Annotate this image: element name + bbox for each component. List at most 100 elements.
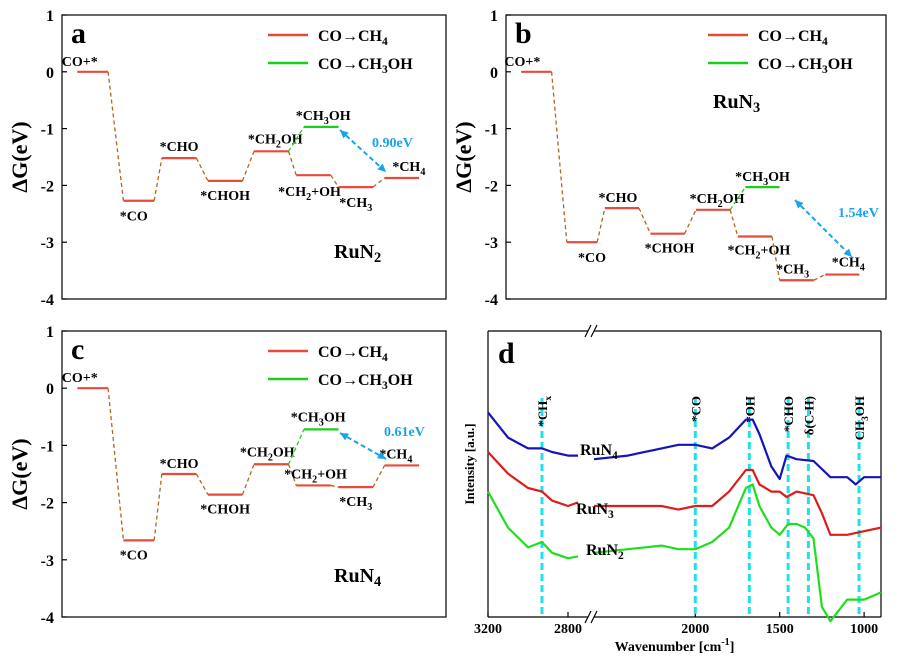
ch4-level-label: *CH2OH (248, 132, 303, 150)
series-label: RuN4 (580, 442, 618, 462)
y-tick-label: -3 (41, 553, 54, 570)
ch4-level-label: CO+* (62, 371, 98, 386)
arrow-head (377, 451, 386, 459)
ch4-connector (330, 484, 339, 488)
y-axis-label: ΔG(eV) (451, 121, 476, 192)
ch4-level-label: *CO (120, 548, 148, 563)
ch4-level-label: *CHOH (200, 189, 250, 204)
ch4-connector (287, 464, 297, 486)
peak-marker-label: CH3OH (852, 396, 871, 440)
legend-label-ch4: CO→CH4 (318, 344, 388, 364)
ch4-connector (107, 71, 125, 201)
energy-gap-label: 1.54eV (838, 206, 879, 221)
ch4-level-label: *CH3 (339, 495, 372, 513)
y-tick-label: -2 (485, 178, 498, 195)
ch4-connector (596, 207, 606, 243)
ch3oh-level-label: *CH3OH (291, 410, 346, 428)
y-axis-label: ΔG(eV) (7, 121, 32, 192)
y-axis-label: ΔG(eV) (7, 438, 32, 509)
peak-marker-label: *CO (688, 396, 703, 422)
ch4-connector (195, 157, 209, 182)
arrow-head (340, 130, 349, 139)
ch4-connector (330, 174, 340, 188)
catalyst-label: RuN3 (713, 91, 760, 116)
x-axis-label: Wavenumber [cm-1] (615, 637, 735, 655)
axis-break-mark (590, 610, 598, 624)
plot-frame (61, 14, 447, 300)
peak-marker-label: *CHO (781, 396, 796, 432)
ch4-level-label: *CO (120, 210, 148, 225)
ch4-level-label: *CO (578, 251, 606, 266)
series-label: RuN2 (586, 542, 624, 562)
ch4-level-label: *CH4 (379, 447, 412, 465)
arrow-head (377, 163, 386, 172)
ch4-connector (287, 151, 297, 176)
spectrum-line (487, 411, 881, 486)
panel-letter: d (498, 337, 515, 370)
panel-d: d 3200 2800 2000 1500 1000 Wavenumber [cm-1] In… (462, 324, 882, 655)
legend-label-ch4: CO→CH4 (758, 28, 828, 48)
ch4-level-label: *CHOH (645, 242, 695, 257)
ch3oh-connector (288, 126, 305, 152)
energy-gap-arrow (339, 432, 387, 460)
catalyst-label: RuN4 (334, 565, 381, 590)
ch4-connector (771, 236, 781, 281)
ch4-connector (241, 464, 255, 495)
peak-marker-label: *CHx (535, 396, 554, 427)
ch4-level-label: *CHO (160, 457, 199, 472)
ch4-level-label: *CHO (598, 191, 637, 206)
panel-c: 1 0 -1 -2 -3 -4 ΔG(eV) c CO→CH4 CO→CH3OH CO+* *CO *C… (7, 324, 447, 627)
y-tick-label: 1 (490, 8, 498, 25)
legend-label-ch4: CO→CH4 (318, 28, 388, 48)
ch4-connector (153, 473, 163, 541)
y-tick-label: -1 (41, 122, 54, 139)
y-axis-label: Intensity [a.u.] (462, 423, 477, 504)
panel-letter: a (71, 17, 86, 50)
ch3oh-connector (287, 429, 305, 465)
y-tick-label: -4 (41, 610, 54, 627)
y-tick-label: -3 (41, 235, 54, 252)
ch4-level-label: *CH2+OH (284, 467, 347, 485)
ch4-connector (372, 177, 385, 188)
y-tick-label: -2 (41, 496, 54, 513)
energy-gap-label: 0.90eV (372, 136, 413, 151)
x-tick-label: 3200 (474, 622, 502, 637)
y-tick-label: -4 (41, 292, 54, 309)
y-tick-label: -4 (485, 292, 498, 309)
y-tick-label: -1 (41, 438, 54, 455)
panel-letter: c (71, 333, 84, 366)
ch4-level-label: *CH4 (832, 256, 865, 274)
peak-marker-label: δ(C-H) (801, 396, 816, 435)
y-tick-label: -1 (485, 122, 498, 139)
ch4-level-label: CO+* (62, 55, 98, 70)
ch4-connector (372, 465, 386, 488)
y-tick-label: 0 (490, 65, 498, 82)
panel-letter: b (515, 17, 532, 50)
legend-label-ch3oh: CO→CH3OH (758, 56, 853, 76)
arrow-head (340, 433, 349, 441)
energy-gap-label: 0.61eV (384, 425, 425, 440)
axis-break-mark (584, 610, 592, 624)
ch4-level-label: *CH3 (776, 262, 809, 280)
ch4-connector (153, 158, 163, 201)
legend-label-ch3oh: CO→CH3OH (318, 56, 413, 76)
panel-b: 1 0 -1 -2 -3 -4 ΔG(eV) b CO→CH4 CO→CH3OH CO+* *CO *C… (451, 8, 887, 309)
ch4-connector (813, 273, 826, 281)
peak-marker-label: *OH (742, 396, 757, 423)
y-tick-label: 1 (46, 8, 54, 25)
ch3oh-level-label: *CH3OH (735, 170, 790, 188)
ch4-connector (195, 473, 209, 495)
ch4-level-label: *CH2+OH (278, 185, 341, 203)
series-label: RuN3 (576, 501, 614, 521)
ch4-connector (729, 209, 739, 237)
ch3oh-level-label: *CH3OH (296, 109, 351, 127)
ch4-level-label: *CH2+OH (727, 244, 790, 262)
ch4-connector (684, 209, 697, 234)
ch3oh-connector (729, 186, 746, 211)
ch4-level-label: *CH2OH (240, 445, 295, 463)
ch4-level-label: *CH3 (339, 196, 372, 214)
energy-gap-arrow (794, 199, 853, 258)
x-tick-label: 1500 (766, 622, 794, 637)
x-tick-label: 2000 (681, 622, 709, 637)
ch4-level-label: *CHO (160, 140, 199, 155)
